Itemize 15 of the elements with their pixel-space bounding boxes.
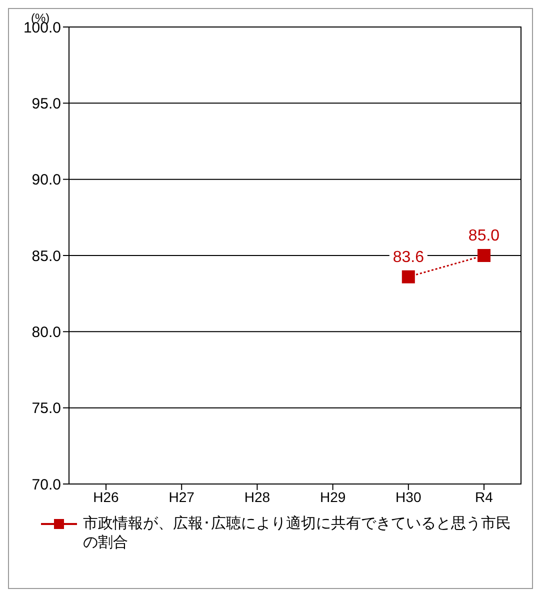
x-tick-label: H30: [396, 488, 422, 505]
legend-label: 市政情報が、広報･広聴により適切に共有できていると思う市民の割合: [83, 514, 512, 552]
x-tick-label: H26: [93, 488, 120, 505]
y-tick-label: 70.0: [32, 476, 61, 494]
x-tick-label: H29: [320, 488, 346, 505]
y-tick-label: 80.0: [32, 324, 61, 341]
y-tick-label: 75.0: [32, 400, 61, 418]
y-tick-label: 95.0: [32, 95, 61, 112]
data-label: 83.6: [392, 248, 424, 266]
x-tick-label: R4: [475, 488, 494, 505]
y-tick-label: 90.0: [32, 172, 61, 189]
x-tick-label: H27: [168, 488, 195, 505]
x-tick-label: H28: [244, 488, 270, 505]
y-tick-label: 85.0: [32, 248, 61, 265]
data-label: 85.0: [468, 228, 500, 244]
